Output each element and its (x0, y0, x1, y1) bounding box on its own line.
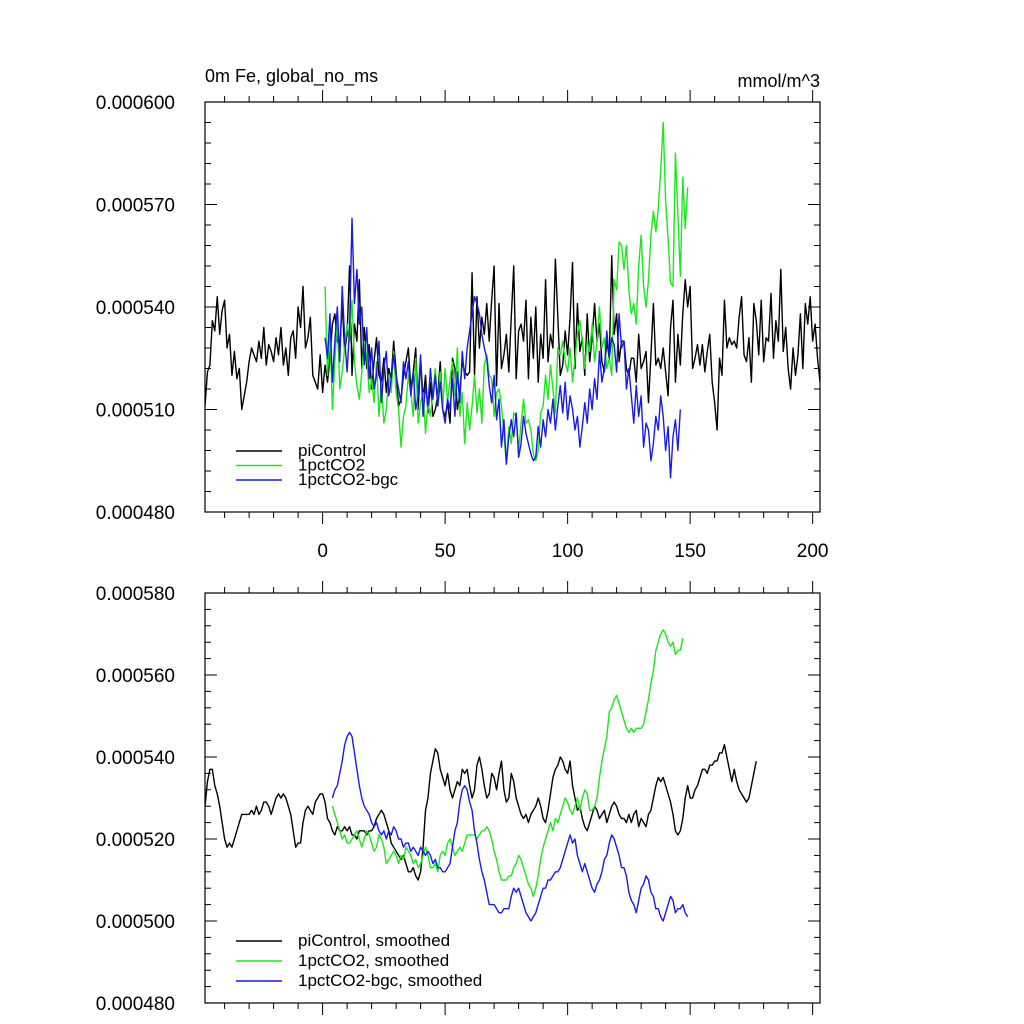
series-line-1 (205, 744, 757, 881)
y-tick-label: 0.000510 (96, 401, 175, 422)
y-tick-label: 0.000540 (96, 298, 175, 319)
x-tick-label: 50 (435, 541, 456, 562)
y-tick-label: 0.000480 (96, 503, 175, 524)
plot-frame (204, 592, 821, 1004)
y-tick-label: 0.000520 (96, 830, 175, 851)
x-tick-label: 150 (674, 541, 706, 562)
chart-panel-2: 0.000480 0.000500 0.000520 0.000540 0.000560… (96, 581, 821, 1015)
x-tick-label: 100 (552, 541, 584, 562)
legend-label: 1pctCO2 (298, 456, 365, 475)
series-line-3 (331, 731, 689, 922)
y-tick-label: 0.000480 (96, 994, 175, 1015)
legend-label: 1pctCO2-bgc, smoothed (298, 971, 482, 990)
y-tick-label: 0.000570 (96, 196, 175, 217)
x-tick-label: 0 (317, 541, 328, 562)
y-tick-label: 0.000500 (96, 912, 175, 933)
series-line-1 (205, 255, 820, 431)
units-label: mmol/m^3 (738, 71, 820, 91)
chart-title: 0m Fe, global_no_ms (205, 66, 378, 87)
y-tick-label: 0.000560 (96, 666, 175, 687)
chart-panel-1: 0 50 100 150 200 0.000480 0.000510 0.000540 0.00… (96, 66, 829, 562)
y-tick-label: 0.000600 (96, 93, 175, 114)
legend-label: piControl, smoothed (298, 931, 450, 950)
legend-label: 1pctCO2-bgc (298, 470, 399, 489)
series-line-2 (331, 629, 684, 898)
series-line-3 (324, 217, 682, 479)
y-tick-label: 0.000540 (96, 748, 175, 769)
legend-label: 1pctCO2, smoothed (298, 951, 449, 970)
x-tick-label: 200 (797, 541, 829, 562)
legend-label: piControl (298, 441, 366, 460)
y-tick-label: 0.000580 (96, 584, 175, 605)
